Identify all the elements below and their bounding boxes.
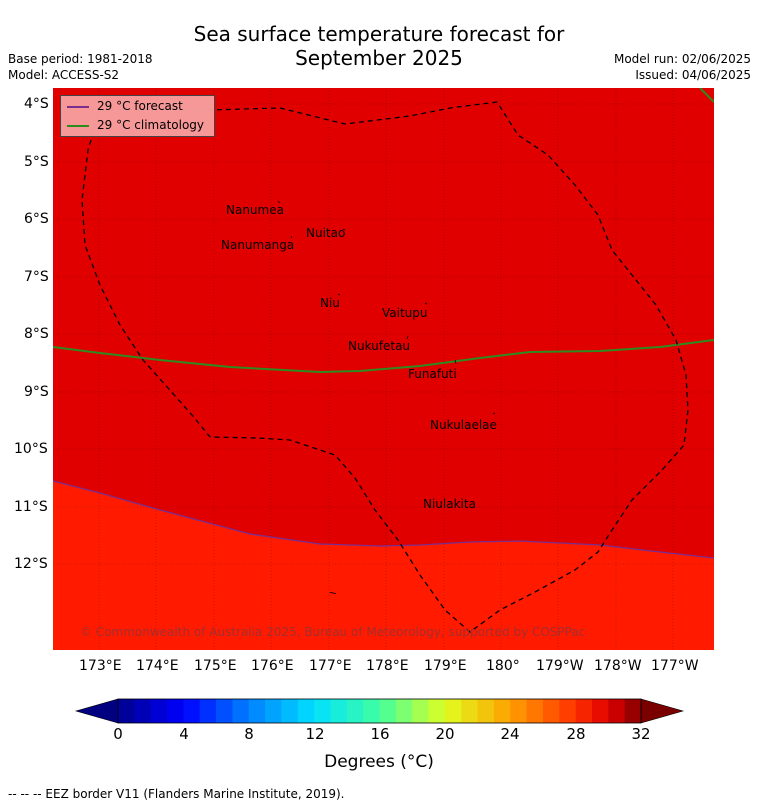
place-nukufetau: Nukufetau xyxy=(348,339,411,353)
eez-border xyxy=(81,101,689,633)
colorbar-cell xyxy=(167,699,184,723)
base-period-text: Base period: 1981-2018 xyxy=(8,52,153,66)
colorbar-cell xyxy=(150,699,168,723)
colorbar-extend-high xyxy=(640,698,685,724)
colorbar-tick: 0 xyxy=(113,725,123,743)
colorbar-unit-label: Degrees (°C) xyxy=(324,752,434,772)
colorbar-cell xyxy=(624,699,642,723)
forecast-contour-29 xyxy=(53,480,714,559)
colorbar xyxy=(74,698,685,724)
lat-tick: 11°S xyxy=(14,499,48,515)
legend-forecast-swatch xyxy=(67,105,89,108)
colorbar-tick: 32 xyxy=(631,725,651,743)
colorbar-cell xyxy=(444,699,462,723)
legend-forecast-label: 29 °C forecast xyxy=(97,99,183,113)
lon-tick: 178°W xyxy=(594,658,642,674)
lon-tick: 176°E xyxy=(251,658,294,674)
place-funafuti: Funafuti xyxy=(408,367,457,381)
legend-climatology-swatch xyxy=(67,124,89,127)
climatology-contour-29 xyxy=(53,339,714,374)
cooler-region xyxy=(53,481,714,650)
colorbar-cell xyxy=(493,699,511,723)
chart-title-line2: September 2025 xyxy=(295,46,463,70)
place-nukulaelae: Nukulaelae xyxy=(430,418,497,432)
lon-tick: 179°W xyxy=(536,658,584,674)
copyright-text: © Commonwealth of Australia 2025, Bureau… xyxy=(80,625,586,639)
colorbar-tick: 4 xyxy=(179,725,189,743)
colorbar-cell xyxy=(461,699,479,723)
colorbar-cell xyxy=(314,699,331,723)
colorbar-cell xyxy=(412,699,430,723)
lat-tick: 5°S xyxy=(24,154,49,170)
colorbar-cell xyxy=(118,699,135,723)
lat-tick: 4°S xyxy=(24,96,49,112)
map-legend: 29 °C forecast 29 °C climatology xyxy=(60,95,215,137)
lon-tick: 178°E xyxy=(366,658,409,674)
colorbar-cell xyxy=(591,699,609,723)
colorbar-cell xyxy=(346,699,364,723)
colorbar-tick: 20 xyxy=(435,725,455,743)
colorbar-cell xyxy=(216,699,233,723)
colorbar-cell xyxy=(428,699,446,723)
colorbar-cell xyxy=(183,699,201,723)
lat-tick: 7°S xyxy=(24,269,49,285)
colorbar-cell xyxy=(608,699,626,723)
lon-tick: 180° xyxy=(486,658,520,674)
colorbar-cell xyxy=(134,699,152,723)
colorbar-cell xyxy=(526,699,544,723)
colorbar-cell xyxy=(199,699,217,723)
lon-tick: 177°E xyxy=(309,658,352,674)
colorbar-cell xyxy=(510,699,528,723)
lat-tick: 9°S xyxy=(24,384,49,400)
colorbar-cell xyxy=(379,699,397,723)
place-niulakita: Niulakita xyxy=(423,497,476,511)
place-niu: Niu xyxy=(320,296,340,310)
colorbar-cell xyxy=(248,699,266,723)
legend-forecast: 29 °C forecast xyxy=(67,97,183,115)
footer-note: -- -- -- EEZ border V11 (Flanders Marine… xyxy=(8,787,345,801)
gridlines xyxy=(53,88,714,650)
place-vaitupu: Vaitupu xyxy=(382,306,428,320)
colorbar-cell xyxy=(281,699,299,723)
model-text: Model: ACCESS-S2 xyxy=(8,68,120,82)
lon-tick: 173°E xyxy=(79,658,122,674)
colorbar-tick: 8 xyxy=(244,725,254,743)
colorbar-cell xyxy=(559,699,577,723)
model-run-text: Model run: 02/06/2025 xyxy=(613,52,751,66)
place-nanumea: Nanumea xyxy=(226,203,284,217)
colorbar-cell xyxy=(330,699,348,723)
issued-text: Issued: 04/06/2025 xyxy=(635,68,751,82)
place-nanumanga: Nanumanga xyxy=(221,238,295,252)
colorbar-tick: 24 xyxy=(500,725,520,743)
place-nuitao: Nuitao xyxy=(306,226,346,240)
colorbar-cell xyxy=(232,699,250,723)
colorbar-cell xyxy=(542,699,560,723)
lat-tick: 8°S xyxy=(24,326,49,342)
colorbar-cell xyxy=(395,699,413,723)
colorbar-tick: 28 xyxy=(566,725,586,743)
legend-climatology: 29 °C climatology xyxy=(67,116,204,134)
chart-title-line1: Sea surface temperature forecast for xyxy=(193,22,565,46)
colorbar-cell xyxy=(265,699,282,723)
island-marks xyxy=(277,200,496,594)
lon-tick: 177°W xyxy=(651,658,699,674)
colorbar-tick: 12 xyxy=(305,725,325,743)
colorbar-cell xyxy=(477,699,495,723)
colorbar-outline xyxy=(117,698,642,724)
lon-tick: 175°E xyxy=(194,658,237,674)
climatology-contour-corner xyxy=(699,88,714,103)
lon-tick: 174°E xyxy=(136,658,179,674)
colorbar-cell xyxy=(575,699,593,723)
lat-tick: 10°S xyxy=(14,441,48,457)
colorbar-extend-low xyxy=(74,698,119,724)
lat-tick: 6°S xyxy=(24,211,49,227)
colorbar-tick: 16 xyxy=(370,725,390,743)
lat-tick: 12°S xyxy=(14,556,48,572)
lon-tick: 179°E xyxy=(424,658,467,674)
colorbar-cell xyxy=(297,699,315,723)
legend-climatology-label: 29 °C climatology xyxy=(97,118,205,132)
colorbar-cell xyxy=(363,699,380,723)
